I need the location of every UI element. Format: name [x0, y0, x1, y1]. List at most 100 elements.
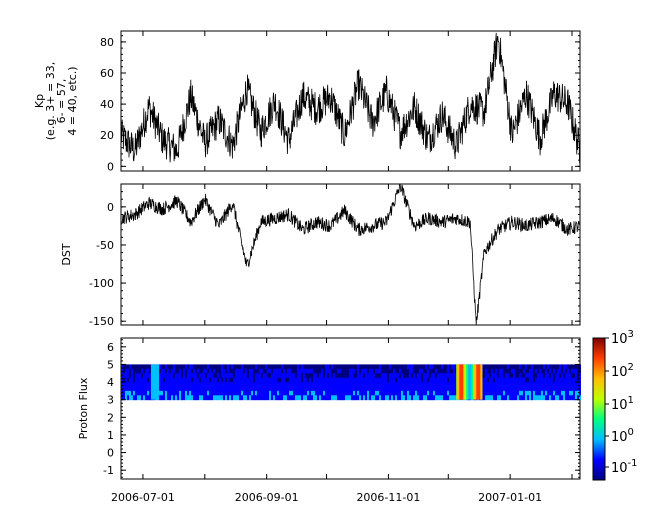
flux-cell: [227, 382, 229, 387]
flux-cell: [147, 390, 149, 396]
flux-cell: [387, 386, 389, 392]
flux-cell: [529, 377, 531, 383]
flux-cell: [367, 395, 369, 401]
flux-cell: [353, 386, 355, 392]
flux-cell: [483, 368, 485, 374]
flux-event-cell: [151, 364, 154, 400]
flux-event-cell: [475, 364, 477, 400]
flux-cell: [223, 377, 225, 383]
flux-cell: [401, 390, 403, 396]
flux-cell: [267, 368, 269, 374]
flux-cell: [517, 382, 519, 387]
flux-cell: [541, 382, 543, 387]
flux-cell: [535, 382, 537, 387]
flux-cell: [337, 382, 339, 387]
flux-cell: [273, 390, 275, 396]
flux-event-cell: [154, 364, 157, 400]
flux-cell: [235, 377, 237, 383]
y-tick-label: 2: [107, 411, 114, 424]
flux-cell: [513, 364, 515, 370]
flux-cell: [145, 382, 147, 387]
flux-cell: [345, 377, 347, 383]
flux-cell: [277, 390, 279, 396]
flux-event-cell: [463, 364, 465, 400]
flux-cell: [333, 364, 335, 370]
flux-cell: [243, 368, 245, 374]
flux-cell: [209, 390, 211, 396]
flux-cell: [503, 364, 505, 370]
flux-cell: [133, 382, 135, 387]
flux-cell: [185, 382, 187, 387]
flux-cell: [533, 386, 535, 392]
flux-cell: [147, 382, 149, 387]
flux-cell: [569, 368, 571, 374]
flux-cell: [427, 373, 429, 379]
flux-cell: [291, 364, 293, 370]
flux-cell: [169, 386, 171, 392]
flux-cell: [139, 382, 141, 387]
flux-cell: [529, 395, 531, 401]
flux-cell: [267, 382, 269, 387]
flux-cell: [497, 364, 499, 370]
flux-cell: [223, 386, 225, 392]
flux-event-cell: [464, 364, 466, 400]
flux-cell: [241, 390, 243, 396]
flux-cell: [387, 368, 389, 374]
flux-cell: [393, 368, 395, 374]
flux-cell: [203, 390, 205, 396]
flux-cell: [319, 382, 321, 387]
flux-cell: [193, 364, 195, 370]
flux-cell: [243, 364, 245, 370]
flux-cell: [499, 390, 501, 396]
flux-cell: [423, 368, 425, 374]
flux-cell: [137, 368, 139, 374]
flux-cell: [175, 395, 177, 401]
flux-cell: [127, 368, 129, 374]
flux-cell: [259, 368, 261, 374]
flux-cell: [389, 382, 391, 387]
flux-cell: [333, 382, 335, 387]
flux-cell: [289, 368, 291, 374]
flux-cell: [567, 368, 569, 374]
flux-cell: [441, 373, 443, 379]
flux-cell: [269, 395, 271, 401]
flux-cell: [287, 368, 289, 374]
flux-cell: [511, 382, 513, 387]
flux-cell: [523, 364, 525, 370]
flux-cell: [129, 368, 131, 374]
flux-cell: [351, 395, 353, 401]
flux-cell: [567, 373, 569, 379]
flux-cell: [487, 368, 489, 374]
flux-cell: [559, 386, 561, 392]
flux-cell: [301, 395, 303, 401]
flux-cell: [315, 382, 317, 387]
flux-cell: [315, 390, 317, 396]
flux-cell: [485, 364, 487, 370]
flux-cell: [183, 390, 185, 396]
flux-cell: [437, 390, 439, 396]
flux-cell: [135, 364, 137, 370]
flux-cell: [381, 395, 383, 401]
flux-cell: [489, 368, 491, 374]
flux-cell: [335, 395, 337, 401]
flux-cell: [147, 368, 149, 374]
flux-cell: [483, 386, 485, 392]
flux-cell: [161, 373, 163, 379]
flux-event-cell: [469, 364, 471, 400]
flux-cell: [531, 382, 533, 387]
flux-cell: [497, 386, 499, 392]
flux-cell: [173, 386, 175, 392]
flux-cell: [233, 373, 235, 379]
flux-cell: [281, 390, 283, 396]
flux-cell: [329, 373, 331, 379]
colorbar-tick-label: 101: [611, 395, 634, 413]
flux-cell: [163, 395, 165, 401]
flux-cell: [455, 382, 457, 387]
flux-cell: [281, 382, 283, 387]
flux-cell: [445, 395, 447, 401]
flux-cell: [205, 373, 207, 379]
flux-cell: [317, 395, 319, 401]
flux-cell: [505, 395, 507, 401]
flux-cell: [555, 382, 557, 387]
flux-cell: [379, 377, 381, 383]
